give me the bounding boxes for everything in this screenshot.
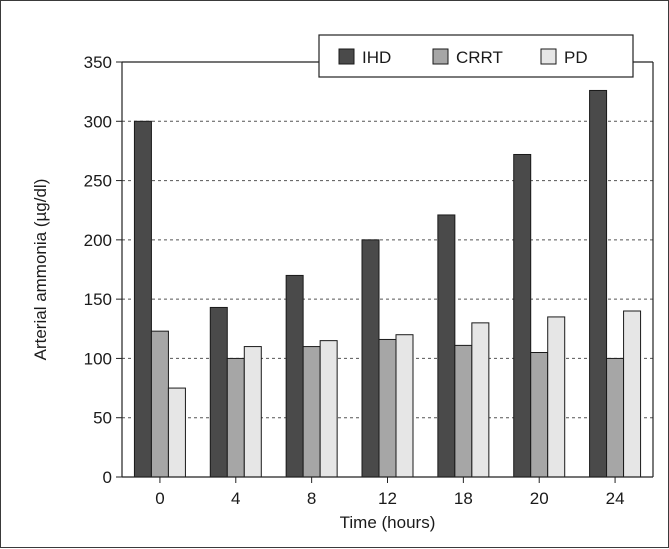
legend: IHD CRRT PD [318, 34, 634, 78]
bar-ihd-0 [133, 120, 152, 478]
bar-crrt-0 [150, 330, 169, 478]
bars [133, 89, 642, 478]
legend-box [318, 34, 634, 78]
bar-ihd-12 [361, 239, 380, 478]
bar-pd-0 [167, 387, 186, 478]
x-tick-label: 8 [307, 489, 316, 508]
bar-pd-4 [243, 346, 262, 478]
y-tick-label: 150 [84, 290, 112, 309]
bar-crrt-24 [606, 357, 625, 478]
bar-ihd-18 [437, 214, 456, 478]
bar-pd-18 [471, 322, 490, 478]
x-tick-label: 24 [606, 489, 625, 508]
bar-crrt-8 [302, 346, 321, 478]
legend-swatch-pd [540, 48, 557, 65]
bar-crrt-20 [530, 352, 549, 478]
x-tick-label: 0 [155, 489, 164, 508]
bar-pd-8 [319, 340, 338, 478]
bar-crrt-4 [226, 357, 245, 478]
y-tick-label: 250 [84, 172, 112, 191]
legend-label-pd: PD [564, 48, 588, 67]
bar-pd-12 [395, 334, 414, 478]
y-tick-label: 300 [84, 112, 112, 131]
y-tick-label: 0 [103, 468, 112, 487]
y-tick-label: 50 [93, 409, 112, 428]
x-tick-label: 18 [454, 489, 473, 508]
bar-ihd-8 [285, 274, 304, 478]
y-tick-label: 100 [84, 349, 112, 368]
bar-pd-20 [547, 316, 566, 478]
legend-label-crrt: CRRT [456, 48, 503, 67]
legend-swatch-crrt [432, 48, 449, 65]
bar-ihd-4 [209, 306, 228, 478]
y-ticks: 0 50 100 150 200 250 300 350 [84, 53, 122, 487]
bar-ihd-24 [589, 89, 608, 478]
legend-swatch-ihd [338, 48, 355, 65]
y-tick-label: 200 [84, 231, 112, 250]
x-axis-title: Time (hours) [340, 513, 436, 532]
bar-crrt-18 [454, 344, 473, 478]
y-tick-label: 350 [84, 53, 112, 72]
bar-crrt-12 [378, 338, 397, 478]
x-tick-label: 12 [378, 489, 397, 508]
y-axis-title: Arterial ammonia (µg/dl) [31, 179, 50, 361]
bar-ihd-20 [513, 153, 532, 478]
x-ticks: 0 4 8 12 18 20 24 [155, 477, 625, 508]
bar-pd-24 [623, 310, 642, 478]
x-tick-label: 4 [231, 489, 240, 508]
legend-label-ihd: IHD [362, 48, 391, 67]
x-tick-label: 20 [530, 489, 549, 508]
